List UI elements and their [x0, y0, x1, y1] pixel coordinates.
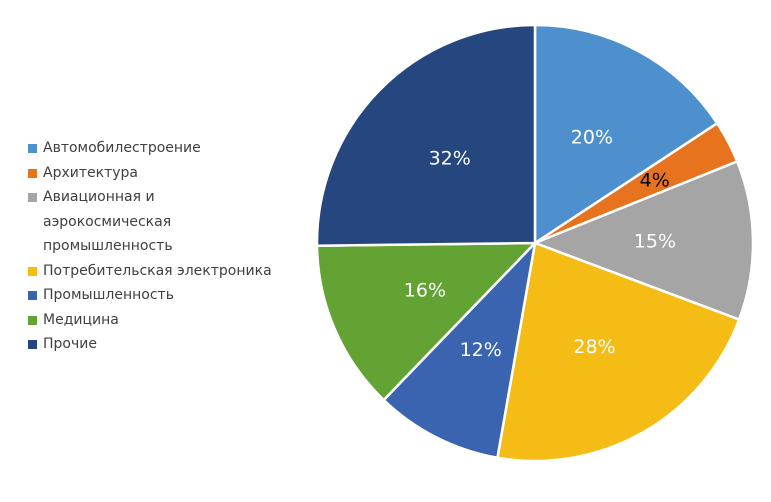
legend-label: Прочие — [43, 336, 97, 352]
legend-item: Промышленность — [28, 283, 318, 308]
legend-label: Архитектура — [43, 164, 138, 181]
legend-item: Архитектура — [28, 161, 318, 186]
legend-swatch — [28, 291, 37, 300]
chart-legend: Автомобилестроение Архитектура Авиационная… — [28, 136, 318, 357]
legend-item: Потребительская электроника — [28, 259, 318, 284]
pie-data-label: 16% — [404, 280, 446, 302]
legend-label: Промышленность — [43, 287, 174, 303]
legend-item: Авиационная и аэрокосмическая промышленн… — [28, 185, 318, 259]
pie-data-labels: 20% 4% 15% 28% 12% 16% 32% — [404, 127, 676, 361]
pie-data-label: 32% — [429, 148, 471, 170]
legend-label: Автомобилестроение — [43, 140, 201, 156]
legend-item: Прочие — [28, 332, 318, 357]
pie-data-label: 20% — [571, 127, 613, 149]
legend-swatch — [28, 193, 37, 202]
legend-label: Потребительская электроника — [43, 262, 272, 279]
pie-data-label: 4% — [640, 169, 670, 191]
pie-slice — [533, 23, 719, 245]
pie-slices — [315, 23, 755, 463]
legend-swatch — [28, 266, 37, 276]
legend-label: Авиационная и аэрокосмическая промышленн… — [43, 189, 173, 254]
pie-data-label: 15% — [634, 231, 676, 253]
pie-slice — [496, 241, 741, 463]
legend-swatch — [28, 144, 37, 153]
pie-slice — [315, 23, 537, 247]
legend-item: Автомобилестроение — [28, 136, 318, 161]
pie-data-label: 28% — [573, 336, 615, 358]
legend-swatch — [28, 168, 37, 178]
pie-slice — [315, 241, 537, 402]
legend-label: Медицина — [43, 311, 119, 328]
pie-data-label: 12% — [460, 339, 502, 361]
pie-slice — [533, 160, 755, 321]
legend-item: Медицина — [28, 308, 318, 333]
pie-slice — [382, 241, 537, 459]
legend-swatch — [28, 315, 37, 325]
legend-swatch — [28, 340, 37, 349]
